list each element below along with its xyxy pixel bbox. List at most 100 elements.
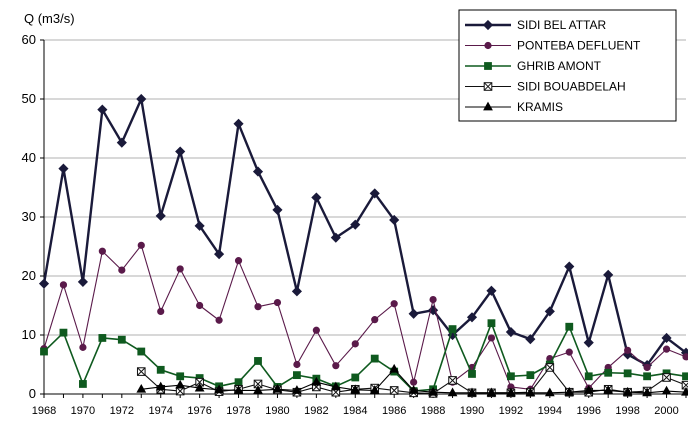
data-point <box>98 247 106 255</box>
data-point <box>624 346 632 354</box>
data-point <box>234 257 243 265</box>
legend-item: PONTEBA DEFLUENT <box>465 39 641 53</box>
series-line <box>42 97 687 367</box>
marker-cross <box>137 367 146 376</box>
data-point <box>116 137 127 148</box>
data-point <box>175 146 186 157</box>
legend-marker <box>483 82 493 91</box>
data-point <box>194 382 205 392</box>
data-point <box>486 387 497 397</box>
y-tick-labels: 0 10 20 30 40 50 60 <box>22 32 36 401</box>
data-point <box>137 347 146 356</box>
data-point <box>215 316 223 324</box>
data-point <box>564 261 575 272</box>
data-point <box>311 192 322 203</box>
y-tick-label: 60 <box>22 32 36 47</box>
series <box>136 363 688 397</box>
legend-marker <box>483 101 493 111</box>
data-point <box>466 312 478 323</box>
data-point <box>507 372 515 381</box>
data-point <box>312 326 320 334</box>
x-tick-label: 1990 <box>460 405 484 417</box>
legend-marker <box>482 19 494 31</box>
data-point <box>370 354 379 363</box>
data-point <box>525 334 536 345</box>
data-point <box>526 371 535 380</box>
data-point <box>506 387 516 397</box>
y-tick-label: 50 <box>22 91 36 106</box>
data-point <box>97 104 108 115</box>
x-tick-label: 1974 <box>148 405 172 417</box>
data-point <box>351 373 360 382</box>
data-point <box>157 307 165 315</box>
legend-item: GHRIB AMONT <box>465 59 602 73</box>
marker-cross <box>390 386 399 395</box>
data-point <box>214 384 224 394</box>
x-tick-label: 1982 <box>304 405 328 417</box>
data-point <box>603 385 614 394</box>
data-point <box>447 387 458 397</box>
marker-cross <box>195 378 204 387</box>
x-tick-labels: 1968 1970 1972 1974 1976 1978 1980 1982 1984 1986… <box>32 405 679 417</box>
data-point <box>176 372 185 381</box>
data-point <box>681 386 688 396</box>
marker-cross <box>681 382 688 390</box>
y-tick-label: 40 <box>22 150 36 165</box>
x-tick-label: 1968 <box>32 405 56 417</box>
data-point <box>155 381 166 391</box>
data-point <box>467 387 477 397</box>
x-tick-label: 1980 <box>265 405 289 417</box>
data-point <box>429 295 437 304</box>
data-point <box>59 328 68 337</box>
data-point <box>642 387 652 397</box>
data-point <box>545 363 555 372</box>
data-point <box>194 220 205 231</box>
data-point <box>622 386 633 396</box>
x-tick-label: 1986 <box>382 405 406 417</box>
data-point <box>643 363 651 372</box>
data-point <box>623 369 632 378</box>
data-point <box>389 386 399 395</box>
data-point <box>330 381 341 391</box>
data-point <box>196 301 204 310</box>
data-point <box>525 387 536 397</box>
data-point <box>604 368 613 377</box>
marker-cross <box>448 376 457 385</box>
data-point <box>505 326 516 338</box>
legend-item: KRAMIS <box>465 100 563 114</box>
legend-marker <box>484 62 492 70</box>
data-point <box>98 334 107 342</box>
data-point <box>40 347 48 356</box>
data-point <box>583 337 594 348</box>
data-point <box>603 269 614 280</box>
data-point <box>293 360 301 369</box>
data-point <box>682 353 688 361</box>
data-point <box>176 265 184 273</box>
data-point <box>410 378 418 386</box>
legend-item: SIDI BEL ATTAR <box>465 18 606 32</box>
data-point <box>332 362 340 370</box>
data-point <box>79 343 87 351</box>
data-point <box>389 363 400 373</box>
data-point <box>254 303 262 311</box>
legend-item: SIDI BOUABDELAH <box>465 80 626 94</box>
x-tick-label: 1992 <box>499 405 523 417</box>
data-point <box>59 281 68 289</box>
legend-label: GHRIB AMONT <box>517 59 602 73</box>
data-point <box>662 345 671 353</box>
data-point <box>544 387 555 397</box>
legend-label: PONTEBA DEFLUENT <box>517 39 641 53</box>
data-point <box>293 371 301 380</box>
data-point <box>390 300 398 308</box>
x-tick-label: 1988 <box>421 405 445 417</box>
data-point <box>155 210 166 221</box>
data-point <box>254 357 262 365</box>
data-point <box>175 379 186 389</box>
data-point <box>291 286 302 297</box>
data-point <box>583 385 594 394</box>
data-point <box>584 372 593 381</box>
x-tick-label: 1994 <box>538 405 562 417</box>
data-point <box>565 348 573 356</box>
x-tick-label: 1970 <box>71 405 95 417</box>
